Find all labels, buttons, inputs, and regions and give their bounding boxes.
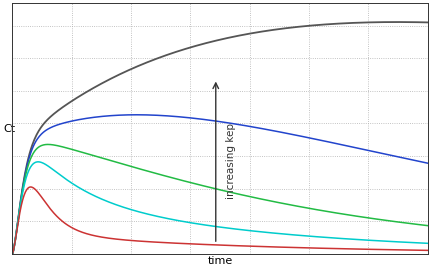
Text: increasing kep: increasing kep (226, 123, 236, 199)
Y-axis label: Ct: Ct (3, 124, 15, 134)
X-axis label: time: time (207, 256, 232, 266)
